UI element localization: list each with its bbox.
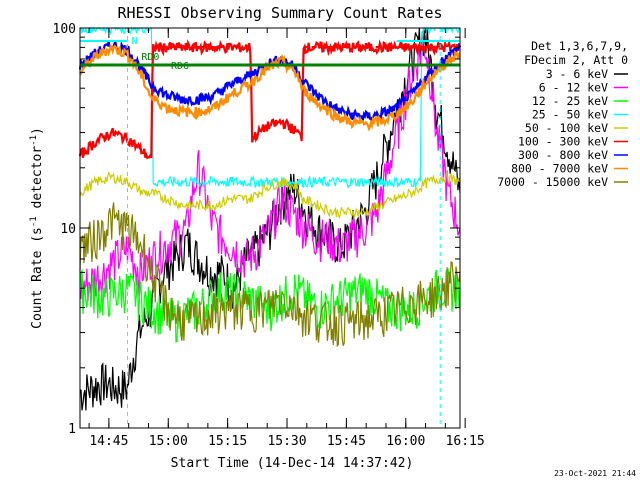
rd0-flag: RD0 [141,52,159,63]
y-tick-label: 100 [53,22,76,37]
generation-timestamp: 23-Oct-2021 21:44 [554,469,636,478]
x-tick-label: 15:45 [327,434,366,449]
series-line-100-300-kev [78,39,462,160]
legend-entry-label: 300 - 800 keV [518,148,608,162]
x-tick-label: 16:15 [446,434,485,449]
y-axis-label-part2: detector [30,146,45,217]
legend: Det 1,3,6,7,9,FDecim 2, Att 03 - 6 keV6 … [497,39,628,189]
legend-entry-label: 6 - 12 keV [539,81,608,95]
axes-frame: 1 10 100 14:45 15:00 15:15 15:30 15:45 16:00 16:1… [53,22,485,449]
plot-area: N F RD0 RD6 [78,25,462,428]
y-tick-label: 1 [68,422,76,437]
flare-flag: F [167,42,173,53]
rd6-flag: RD6 [171,61,189,72]
y-tick-label: 10 [60,222,76,237]
y-axis-label: Count Rate (s-1 detector-1) [29,127,45,329]
legend-header: Det 1,3,6,7,9, [531,39,628,53]
legend-entry-label: 100 - 300 keV [518,135,608,149]
x-tick-label: 16:00 [386,434,425,449]
legend-entry-label: 800 - 7000 keV [511,162,608,176]
legend-entry-label: 12 - 25 keV [532,94,608,108]
series-line-25-50-kev [80,25,461,190]
legend-entry-label: 50 - 100 keV [525,121,608,135]
legend-entry-label: 3 - 6 keV [546,67,608,81]
y-axis-label-sup1: -1 [29,216,39,227]
legend-entry-label: 25 - 50 keV [532,108,608,122]
chart-title: RHESSI Observing Summary Count Rates [117,4,442,22]
legend-header: FDecim 2, Att 0 [524,53,628,67]
series-line-6-12-kev [79,38,461,302]
x-tick-label: 15:15 [208,434,247,449]
y-axis-label-part3: ) [30,127,45,135]
x-tick-label: 15:00 [149,434,188,449]
series-line-50-100-kev [79,171,461,220]
x-axis-label: Start Time (14-Dec-14 14:37:42) [171,456,414,471]
x-tick-label: 14:45 [89,434,128,449]
y-axis-label-part1: Count Rate (s [30,227,45,329]
x-tick-label: 15:30 [267,434,306,449]
legend-entry-label: 7000 - 15000 keV [497,175,608,189]
n-flag: N [131,36,137,47]
y-axis-label-sup2: -1 [29,135,39,146]
series-line-7000-15000-kev [79,202,461,348]
